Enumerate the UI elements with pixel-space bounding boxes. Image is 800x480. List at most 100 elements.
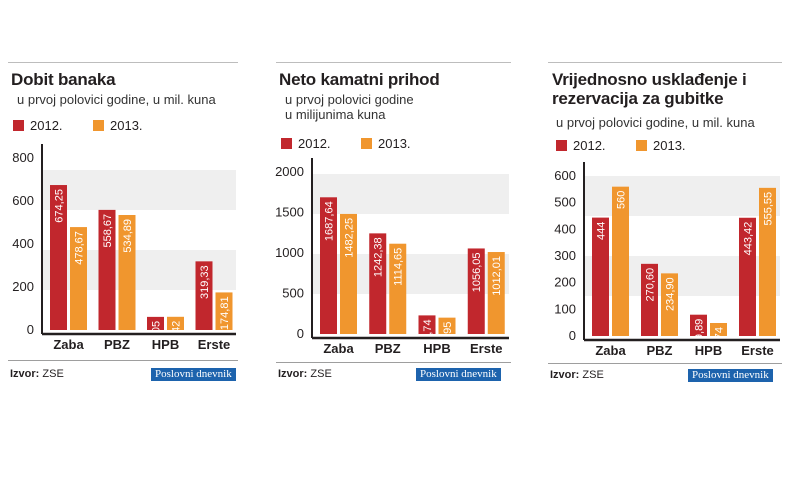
y-tick-label: 600 bbox=[554, 168, 576, 183]
chart-panel-neto-kamatni-prihod: Neto kamatni prihod u prvoj polovici god… bbox=[275, 62, 511, 386]
y-tick-label: 400 bbox=[12, 236, 34, 251]
publisher-badge: Poslovni dnevnik bbox=[151, 368, 236, 381]
y-tick-label: 100 bbox=[554, 301, 576, 316]
source-value: ZSE bbox=[42, 368, 64, 380]
legend-2013-swatch bbox=[93, 120, 104, 131]
bar-pbz-2013 bbox=[661, 273, 678, 336]
legend-2013-label: 2013. bbox=[110, 118, 143, 133]
x-category-label: Zaba bbox=[595, 343, 626, 358]
panel-subtitle-line-1: u prvoj polovici godine bbox=[285, 92, 414, 107]
panel-title-line-2: rezervacija za gubitke bbox=[552, 89, 724, 108]
bar-value-label: 1012,01 bbox=[491, 256, 503, 296]
legend-2012: 2012. bbox=[281, 136, 331, 151]
legend: 2012. 2013. bbox=[13, 118, 233, 134]
bar-zaba-2012 bbox=[320, 197, 337, 334]
panel-subtitle-line-2: u milijunima kuna bbox=[285, 107, 386, 122]
x-category-label: Erste bbox=[470, 341, 503, 356]
legend: 2012. 2013. bbox=[556, 138, 776, 154]
bar-value-label: 534,89 bbox=[122, 219, 134, 253]
y-tick-label: 200 bbox=[12, 279, 34, 294]
y-tick-label: 300 bbox=[554, 248, 576, 263]
bar-value-label: 234,90 bbox=[665, 277, 677, 311]
y-tick-label: 1500 bbox=[275, 205, 304, 220]
source-label: Izvor: bbox=[550, 369, 580, 381]
x-category-label: Zaba bbox=[323, 341, 354, 356]
footer-rule bbox=[276, 362, 511, 363]
y-tick-label: 0 bbox=[569, 328, 576, 343]
bar-value-label: 174,81 bbox=[219, 296, 231, 330]
source-note: Izvor: ZSE bbox=[10, 368, 64, 380]
bar-zaba-2012 bbox=[592, 217, 609, 336]
panel-top-rule bbox=[8, 62, 238, 63]
bar-value-label: 674,25 bbox=[54, 189, 66, 223]
legend-2012-swatch bbox=[556, 140, 567, 151]
bar-hpb-2013 bbox=[438, 317, 456, 334]
x-category-label: PBZ bbox=[375, 341, 401, 356]
legend-2013-swatch bbox=[636, 140, 647, 151]
bar-value-label: 555,55 bbox=[763, 192, 775, 226]
bar-value-label: 444 bbox=[596, 222, 608, 240]
legend-2013: 2013. bbox=[93, 118, 143, 133]
x-category-label: PBZ bbox=[647, 343, 673, 358]
bar-hpb-2013 bbox=[710, 323, 727, 336]
bar-value-label: 1056,05 bbox=[471, 252, 483, 292]
x-category-label: Erste bbox=[198, 337, 231, 352]
x-category-label: Erste bbox=[741, 343, 774, 358]
source-label: Izvor: bbox=[278, 368, 308, 380]
bar-zaba-2013 bbox=[340, 213, 357, 334]
bar-value-label: 478,67 bbox=[74, 231, 86, 265]
legend-2012-label: 2012. bbox=[30, 118, 63, 133]
footer-rule bbox=[548, 363, 782, 364]
bar-value-label: 319,33 bbox=[199, 265, 211, 299]
bar-pbz-2013 bbox=[118, 214, 136, 330]
y-tick-label: 0 bbox=[27, 322, 34, 337]
panel-top-rule bbox=[276, 62, 511, 63]
y-tick-label: 800 bbox=[12, 150, 34, 165]
bar-hpb-2012 bbox=[418, 315, 436, 334]
legend-2012: 2012. bbox=[13, 118, 63, 133]
y-tick-label: 2000 bbox=[275, 164, 304, 179]
legend-2013: 2013. bbox=[636, 138, 686, 153]
bar-value-label: 443,42 bbox=[743, 222, 755, 256]
bar-erste-2012 bbox=[195, 261, 213, 330]
bar-zaba-2013 bbox=[612, 186, 629, 336]
legend-2012-label: 2012. bbox=[298, 136, 331, 151]
y-tick-label: 0 bbox=[297, 326, 304, 341]
footer-rule bbox=[8, 360, 238, 361]
bar-erste-2013 bbox=[759, 187, 776, 336]
bar-erste-2013 bbox=[487, 252, 505, 334]
x-category-label: HPB bbox=[695, 343, 722, 358]
y-tick-label: 400 bbox=[554, 221, 576, 236]
panel-title: Neto kamatni prihod bbox=[279, 70, 440, 89]
legend-2013: 2013. bbox=[361, 136, 411, 151]
bar-value-label: 1242,38 bbox=[373, 237, 385, 277]
bar-chart-dobit-banaka: 0 200 400 600 800 674,25 478,67 Zaba 558,67 534,8… bbox=[12, 144, 236, 352]
x-category-label: PBZ bbox=[104, 337, 130, 352]
chart-panel-dobit-banaka: Dobit banaka u prvoj polovici godine, u … bbox=[8, 62, 238, 386]
y-tick-label: 600 bbox=[12, 193, 34, 208]
bar-hpb-2012 bbox=[147, 316, 164, 330]
source-note: Izvor: ZSE bbox=[550, 369, 604, 381]
legend-2013-label: 2013. bbox=[653, 138, 686, 153]
bar-zaba-2013 bbox=[70, 227, 87, 330]
bar-erste-2012 bbox=[467, 248, 485, 334]
y-tick-label: 200 bbox=[554, 275, 576, 290]
legend-2012-swatch bbox=[13, 120, 24, 131]
legend-2013-swatch bbox=[361, 138, 372, 149]
bar-value-label: 1482,25 bbox=[344, 218, 356, 258]
bar-hpb-2013 bbox=[167, 316, 184, 330]
bar-value-label: 558,67 bbox=[102, 214, 114, 248]
grid-band bbox=[312, 174, 509, 214]
bar-pbz-2012 bbox=[98, 209, 116, 330]
x-category-label: Zaba bbox=[53, 337, 84, 352]
y-tick-label: 500 bbox=[554, 195, 576, 210]
bar-pbz-2012 bbox=[369, 233, 387, 334]
chart-panel-vrijednosno-uskladenje: Vrijednosno usklađenje i rezervacija za … bbox=[548, 62, 782, 386]
legend-2012: 2012. bbox=[556, 138, 606, 153]
panel-top-rule bbox=[548, 62, 782, 63]
legend-2012-swatch bbox=[281, 138, 292, 149]
x-category-label: HPB bbox=[423, 341, 450, 356]
source-label: Izvor: bbox=[10, 368, 40, 380]
publisher-badge: Poslovni dnevnik bbox=[688, 369, 773, 382]
source-value: ZSE bbox=[582, 369, 604, 381]
